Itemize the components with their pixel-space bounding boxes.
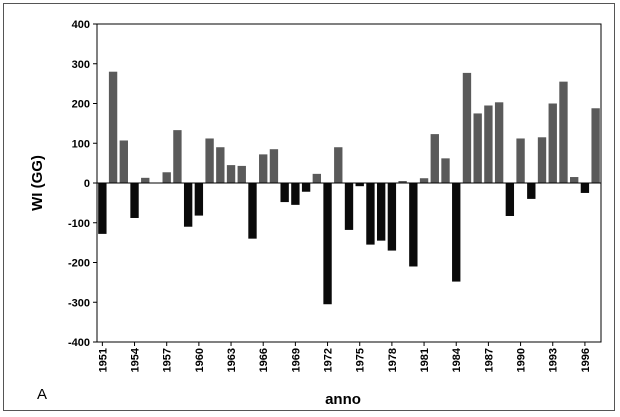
bar-1966 <box>259 154 268 183</box>
x-tick-layer: 1951 1954 1957 1960 1963 1966 1969 1972 1975 1978… <box>97 342 592 372</box>
bar-1957 <box>162 172 171 183</box>
x-tick-label: 1996 <box>580 348 592 372</box>
bar-1987 <box>484 105 493 183</box>
bar-1951 <box>98 183 107 234</box>
bar-1968 <box>280 183 289 203</box>
bar-1973 <box>334 147 343 183</box>
bar-1994 <box>559 81 568 183</box>
bar-1982 <box>430 134 439 183</box>
bar-1971 <box>312 173 322 183</box>
y-tick-label: 0 <box>84 178 90 190</box>
bar-1992 <box>537 137 547 183</box>
x-tick-label: 1951 <box>97 348 109 372</box>
bar-1958 <box>173 130 182 183</box>
bar-1959 <box>183 183 193 227</box>
x-tick-label: 1978 <box>387 348 399 372</box>
x-tick-label: 1954 <box>130 347 142 372</box>
bar-1962 <box>216 147 225 183</box>
bar-1988 <box>494 102 504 183</box>
bar-1997 <box>591 108 600 183</box>
bar-1965 <box>248 183 257 239</box>
y-tick-label: 200 <box>72 99 90 111</box>
bar-1964 <box>237 165 246 183</box>
bar-1990 <box>516 138 525 183</box>
x-tick-label: 1969 <box>290 348 302 372</box>
bar-1981 <box>419 178 429 183</box>
bar-1976 <box>366 183 375 245</box>
bar-1983 <box>441 158 450 183</box>
bar-1970 <box>301 183 311 192</box>
bar-1974 <box>344 183 354 230</box>
bar-1996 <box>580 183 590 193</box>
y-tick-label: -200 <box>68 258 90 270</box>
bar-1984 <box>452 183 461 282</box>
x-tick-label: 1981 <box>419 348 431 372</box>
bar-1955 <box>141 177 150 183</box>
bar-1977 <box>376 183 386 241</box>
x-tick-label: 1993 <box>548 348 560 372</box>
bar-1980 <box>409 183 418 267</box>
x-tick-label: 1972 <box>323 348 335 372</box>
bar-1975 <box>355 183 364 187</box>
bar-1963 <box>226 165 236 183</box>
y-tick-label: -100 <box>68 218 90 230</box>
bar-1978 <box>387 183 397 251</box>
bar-1991 <box>527 183 536 199</box>
bar-1989 <box>505 183 515 216</box>
y-tick-label: -300 <box>68 297 90 309</box>
bar-1985 <box>462 72 472 183</box>
y-tick-label: 300 <box>72 59 90 71</box>
chart-frame: 400 300 200 100 0 -100 -200 -300 -400 1951 1954 19… <box>3 3 615 411</box>
bar-1972 <box>323 183 332 305</box>
bar-1979 <box>398 181 407 183</box>
x-tick-label: 1960 <box>194 348 206 372</box>
x-tick-label: 1957 <box>162 348 174 372</box>
bar-1954 <box>130 183 139 218</box>
bar-1961 <box>205 138 214 183</box>
bar-1952 <box>108 71 118 183</box>
bar-1969 <box>291 183 300 205</box>
bar-1967 <box>269 149 279 183</box>
x-tick-label: 1975 <box>355 348 367 372</box>
x-tick-label: 1966 <box>258 348 270 372</box>
bar-1960 <box>194 183 204 216</box>
x-tick-label: 1987 <box>483 348 495 372</box>
y-tick-label: -400 <box>68 337 90 349</box>
x-axis-title: anno <box>325 391 361 408</box>
bar-1986 <box>473 113 482 183</box>
bar-1995 <box>570 177 579 183</box>
y-tick-label: 400 <box>72 19 90 31</box>
x-tick-label: 1984 <box>451 347 463 372</box>
bars-layer <box>98 71 600 305</box>
x-tick-label: 1990 <box>516 348 528 372</box>
panel-label: A <box>37 386 47 403</box>
bar-1993 <box>548 103 557 183</box>
y-tick-layer: 400 300 200 100 0 -100 -200 -300 -400 <box>68 19 97 349</box>
y-tick-label: 100 <box>72 138 90 150</box>
y-axis-title: WI (GG) <box>29 155 46 211</box>
x-tick-label: 1963 <box>226 348 238 372</box>
bar-1953 <box>119 140 128 183</box>
